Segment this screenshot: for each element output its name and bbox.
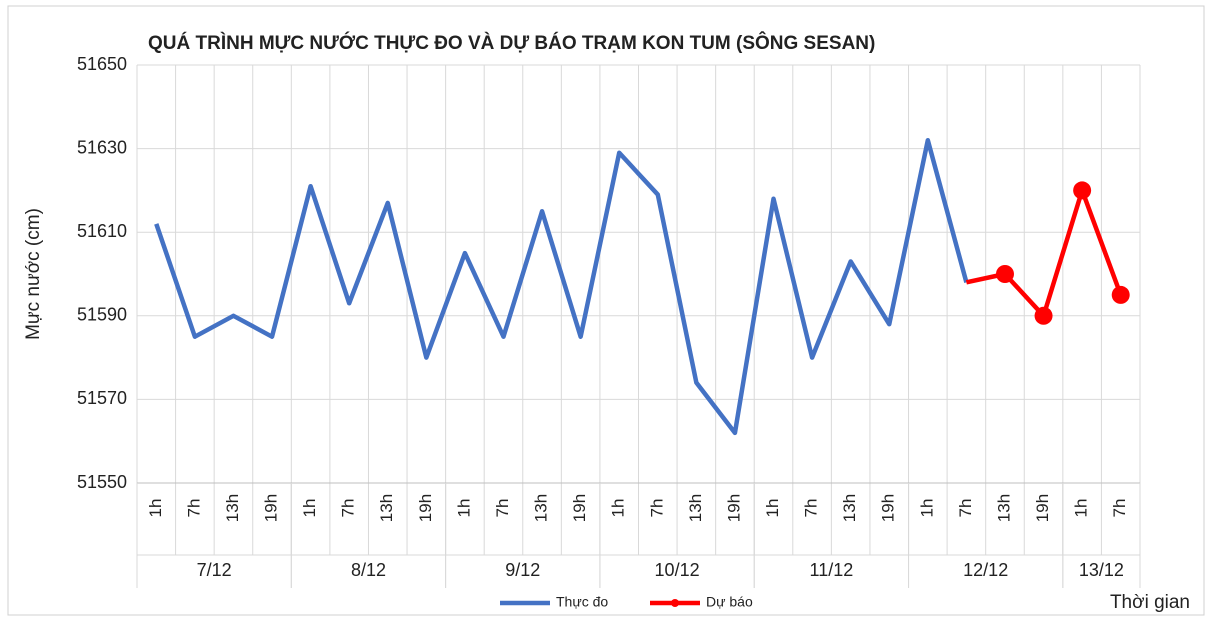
x-group-label: 13/12	[1079, 560, 1124, 580]
x-tick-label: 19h	[416, 494, 435, 522]
x-group-label: 8/12	[351, 560, 386, 580]
x-axis-label: Thời gian	[1110, 592, 1190, 613]
legend-marker	[671, 599, 679, 607]
x-group-label: 9/12	[505, 560, 540, 580]
x-tick-label: 7h	[647, 499, 666, 518]
series-line	[154, 137, 969, 436]
x-tick-label: 13h	[686, 494, 705, 522]
x-tick-label: 19h	[1033, 494, 1052, 522]
x-tick-label: 19h	[879, 494, 898, 522]
y-tick-label: 51590	[77, 305, 127, 325]
series-marker	[995, 265, 1014, 283]
y-axis-label: Mực nước (cm)	[23, 208, 44, 340]
y-tick-label: 51650	[77, 54, 127, 74]
x-tick-label: 1h	[609, 499, 628, 518]
x-tick-label: 13h	[994, 494, 1013, 522]
x-tick-label: 7h	[956, 499, 975, 518]
y-tick-label: 51550	[77, 472, 127, 492]
x-group-label: 7/12	[197, 560, 232, 580]
x-tick-label: 1h	[1072, 499, 1091, 518]
x-tick-label: 1h	[454, 499, 473, 518]
x-tick-label: 13h	[223, 494, 242, 522]
series-marker	[1073, 181, 1092, 200]
y-tick-label: 51570	[77, 388, 127, 408]
x-tick-label: 19h	[262, 494, 281, 522]
x-tick-label: 13h	[840, 494, 859, 522]
x-group-label: 11/12	[810, 560, 854, 580]
x-tick-label: 13h	[532, 494, 551, 522]
y-tick-label: 51610	[77, 221, 127, 241]
chart-border	[7, 5, 1205, 616]
x-tick-label: 1h	[300, 499, 319, 518]
x-tick-label: 19h	[570, 494, 589, 522]
legend-label: Thực đo	[556, 594, 608, 610]
x-tick-label: 19h	[724, 494, 743, 522]
x-tick-label: 7h	[184, 499, 203, 518]
x-tick-label: 7h	[339, 499, 358, 518]
x-group-label: 10/12	[655, 560, 700, 580]
y-tick-label: 51630	[77, 137, 127, 157]
x-tick-label: 1h	[146, 499, 165, 518]
x-tick-label: 7h	[802, 499, 821, 518]
x-tick-label: 13h	[377, 494, 396, 522]
x-group-label: 12/12	[963, 560, 1008, 580]
x-tick-label: 7h	[493, 499, 512, 518]
chart-title: QUÁ TRÌNH MỰC NƯỚC THỰC ĐO VÀ DỰ BÁO TRẠ…	[148, 32, 875, 54]
x-tick-label: 1h	[763, 499, 782, 518]
legend-label: Dự báo	[706, 594, 753, 610]
series-marker	[1034, 306, 1053, 325]
x-tick-label: 1h	[917, 499, 936, 518]
series-marker	[1111, 285, 1130, 304]
x-tick-label: 7h	[1110, 499, 1129, 518]
